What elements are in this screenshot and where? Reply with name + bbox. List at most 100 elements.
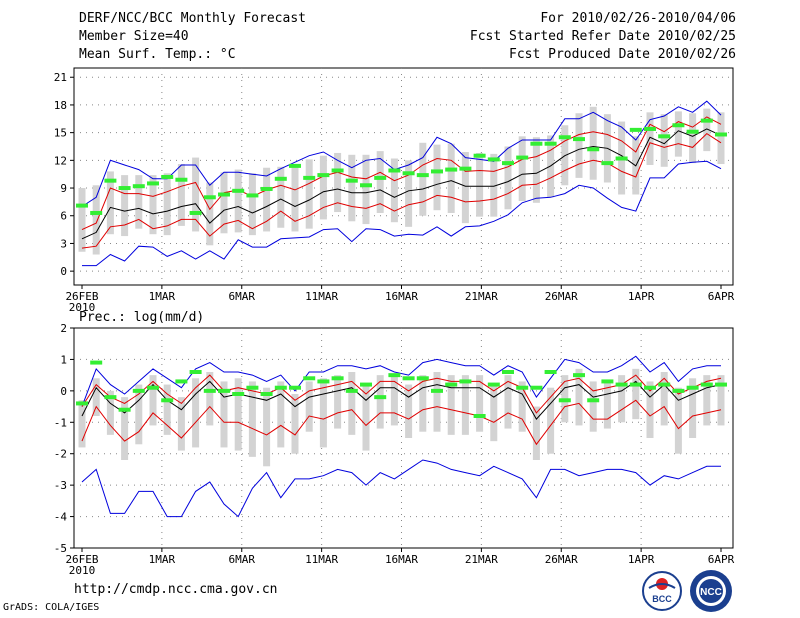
ncc-logo-text: NCC: [700, 587, 722, 598]
ensemble-range-bar: [277, 381, 285, 448]
x-tick-label: 1MAR: [149, 290, 176, 303]
ensemble-range-bar: [674, 111, 682, 157]
x-tick-label: 6MAR: [229, 553, 256, 566]
ensemble-range-bar: [78, 400, 86, 448]
x-tick-label: 1APR: [628, 290, 655, 303]
ensemble-range-bar: [660, 372, 668, 426]
series-line-ensemble-mean: [81, 380, 722, 420]
ensemble-range-bar: [92, 378, 100, 416]
ensemble-range-bar: [177, 164, 185, 226]
ensemble-range-bar: [618, 375, 626, 423]
y-tick-label: 2: [60, 322, 67, 335]
ensemble-range-bar: [419, 375, 427, 432]
ensemble-range-bar: [220, 172, 228, 234]
grads-credit: GrADS: COLA/IGES: [3, 602, 100, 613]
ensemble-range-bar: [263, 167, 271, 232]
ensemble-range-bar: [291, 165, 299, 232]
y-tick-label: -4: [54, 511, 68, 524]
ensemble-range-bar: [717, 112, 725, 165]
ensemble-range-bar: [518, 381, 526, 432]
ensemble-range-bar: [703, 108, 711, 152]
ensemble-range-bar: [192, 378, 200, 448]
variable-label: Mean Surf. Temp.: °C: [79, 47, 236, 62]
series-line-lower-outer: [81, 459, 721, 518]
ensemble-range-bar: [121, 175, 129, 237]
series-line-upper-inner: [81, 374, 722, 414]
x-tick-label: 1MAR: [149, 553, 176, 566]
ensemble-range-bar: [291, 394, 299, 454]
ensemble-range-bar: [192, 157, 200, 232]
ensemble-range-bar: [106, 390, 114, 435]
ensemble-range-bar: [490, 153, 498, 217]
series-line-upper-inner: [81, 116, 722, 231]
ensemble-range-bar: [405, 160, 413, 227]
x-tick-label: 6MAR: [229, 290, 256, 303]
series-line-upper-outer: [81, 355, 721, 407]
x-tick-label: 26MAR: [545, 290, 578, 303]
y-tick-label: 9: [60, 182, 67, 195]
ensemble-range-bar: [476, 375, 484, 432]
ensemble-range-bar: [376, 375, 384, 429]
ensemble-range-bar: [447, 143, 455, 213]
ensemble-range-bar: [234, 169, 242, 233]
series-line-upper-outer: [81, 100, 722, 207]
ensemble-range-bar: [319, 378, 327, 448]
ensemble-range-bar: [504, 146, 512, 210]
ensemble-range-bar: [277, 166, 285, 228]
ensemble-range-bar: [234, 378, 242, 451]
x-year-label: 2010: [69, 564, 96, 577]
ensemble-range-bar: [433, 144, 441, 211]
ensemble-range-bar: [603, 381, 611, 429]
ensemble-range-bar: [689, 113, 697, 164]
series-line-lower-inner: [81, 132, 722, 249]
y-tick-label: 12: [54, 154, 67, 167]
ensemble-range-bar: [461, 152, 469, 224]
y-tick-label: -2: [54, 448, 67, 461]
ensemble-range-bar: [248, 381, 256, 457]
y-tick-label: -3: [54, 479, 67, 492]
ensemble-range-bar: [263, 387, 271, 467]
ensemble-range-bar: [518, 136, 526, 201]
ensemble-range-bar: [703, 375, 711, 426]
source-url[interactable]: http://cmdp.ncc.cma.gov.cn: [74, 582, 278, 597]
ensemble-range-bar: [305, 381, 313, 432]
x-tick-label: 1APR: [628, 553, 655, 566]
ensemble-range-bar: [589, 106, 597, 180]
ensemble-range-bar: [405, 384, 413, 438]
ensemble-range-bar: [348, 154, 356, 222]
y-tick-label: 6: [60, 210, 67, 223]
x-tick-label: 16MAR: [385, 290, 418, 303]
x-tick-label: 26FEB: [65, 553, 98, 566]
ensemble-range-bar: [575, 368, 583, 426]
ensemble-range-bar: [135, 175, 143, 229]
x-tick-label: 6APR: [708, 553, 735, 566]
bcc-logo: BCC: [641, 570, 683, 612]
ensemble-range-bar: [177, 397, 185, 451]
ensemble-range-bar: [646, 112, 654, 165]
x-tick-label: 11MAR: [305, 553, 338, 566]
ensemble-range-bar: [348, 372, 356, 435]
y-tick-label: 21: [54, 71, 67, 84]
ensemble-range-bar: [419, 142, 427, 216]
precipitation-panel: -5 -4 -3 -2 -1 0 1 2 26FEB 1MAR 6MAR 11MAR 16MAR 21MA…: [54, 322, 735, 577]
ensemble-range-bar: [106, 171, 114, 235]
ensemble-range-bar: [447, 375, 455, 435]
ensemble-range-bar: [149, 375, 157, 426]
ensemble-range-bar: [476, 152, 484, 217]
x-year-label: 2010: [69, 301, 96, 314]
ensemble-range-bar: [121, 397, 129, 460]
y-tick-label: 0: [60, 265, 67, 278]
precip-panel-title: Prec.: log(mm/d): [79, 310, 205, 325]
ensemble-range-bar: [461, 375, 469, 435]
ensemble-range-bar: [206, 182, 214, 246]
forecast-produced-date: Fcst Produced Date 2010/02/26: [509, 47, 736, 62]
ensemble-range-bar: [674, 387, 682, 454]
ensemble-range-bar: [490, 384, 498, 442]
ensemble-range-bar: [689, 378, 697, 438]
x-tick-label: 21MAR: [465, 553, 498, 566]
ensemble-range-bar: [78, 188, 86, 252]
ensemble-range-bar: [646, 381, 654, 438]
ensemble-range-bar: [376, 151, 384, 213]
ensemble-range-bar: [362, 384, 370, 451]
